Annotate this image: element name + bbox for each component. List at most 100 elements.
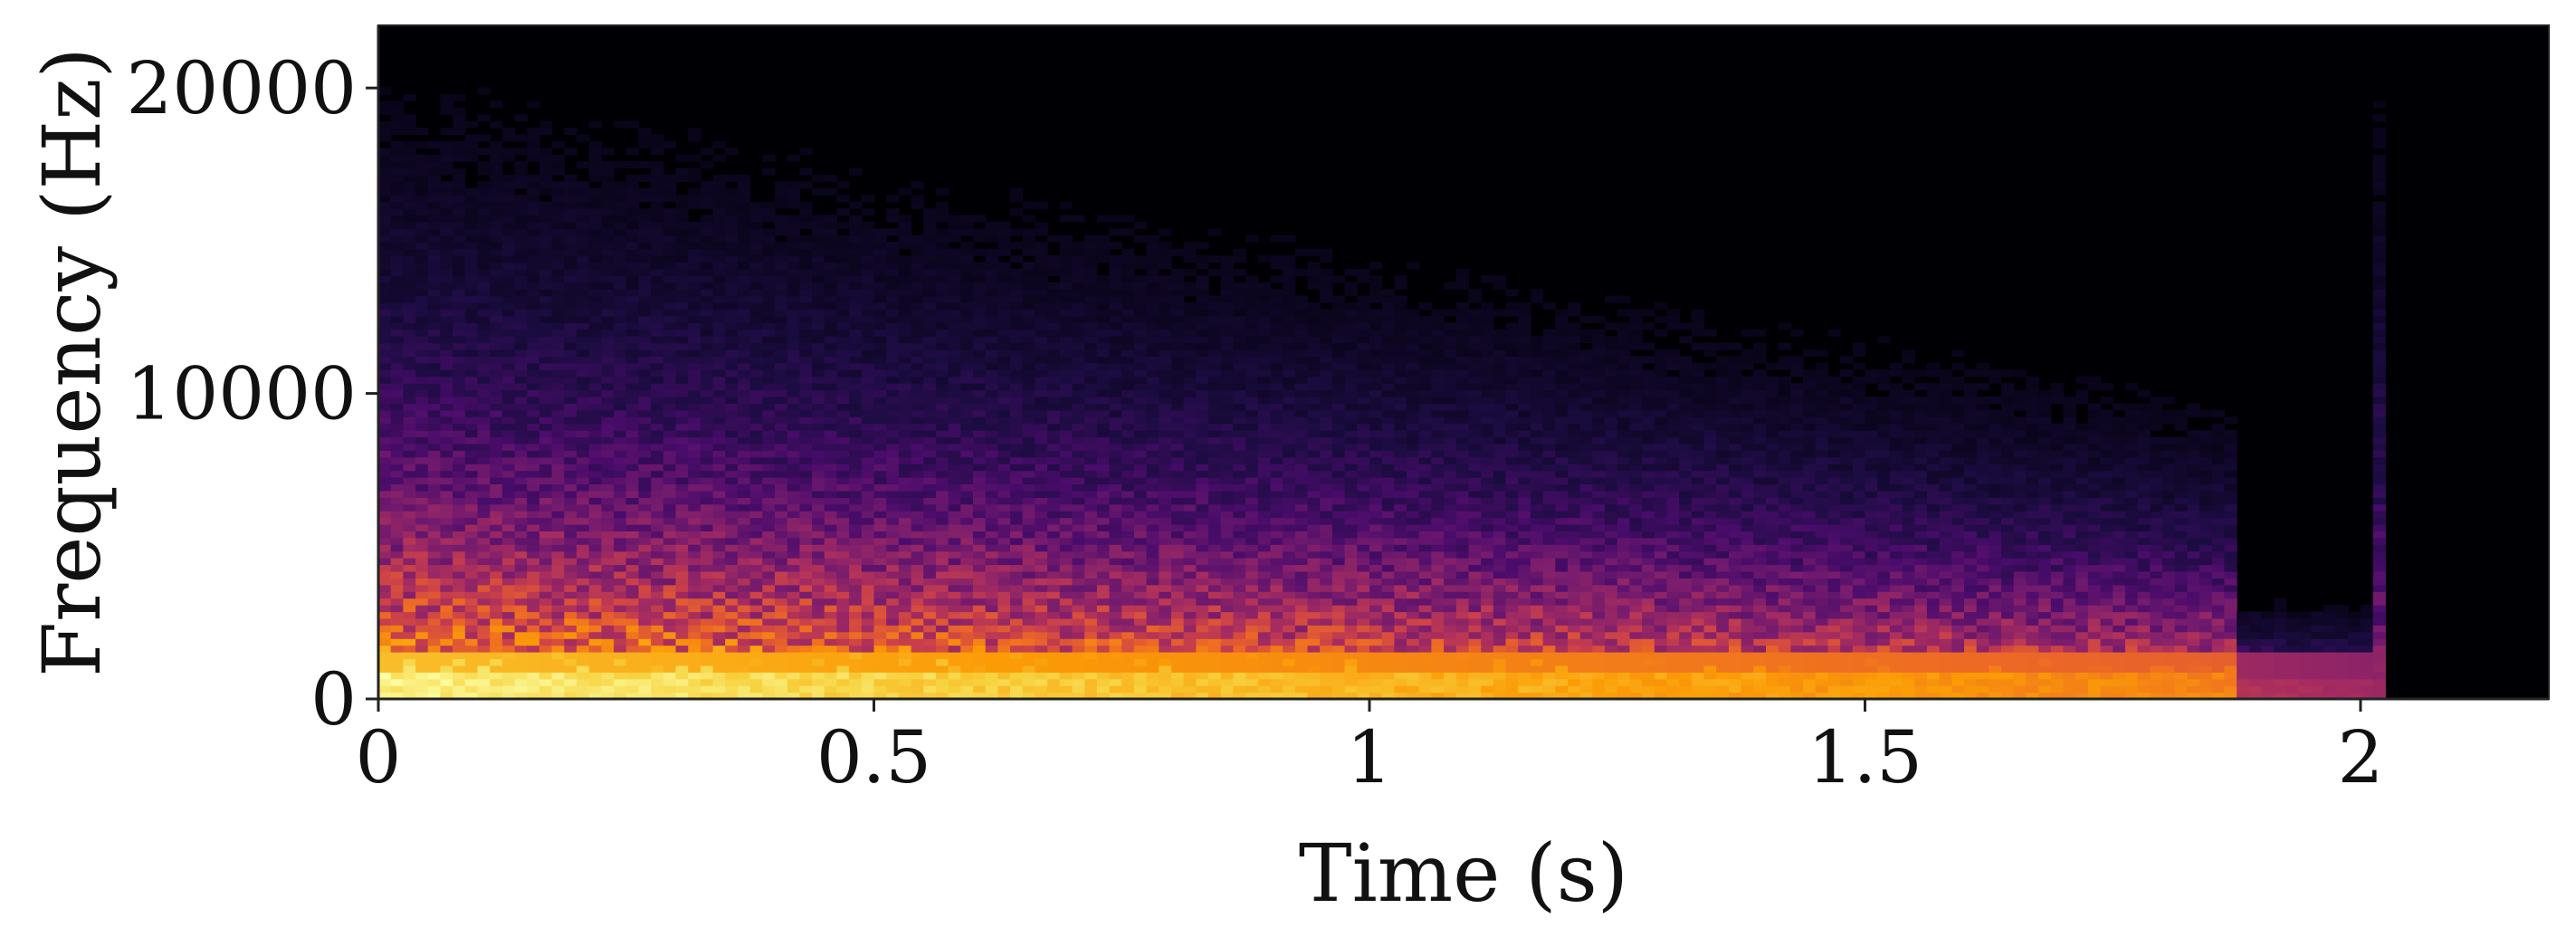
heatmap-cell xyxy=(725,558,739,566)
heatmap-cell xyxy=(477,87,491,95)
heatmap-cell xyxy=(1084,665,1098,673)
heatmap-cell xyxy=(527,524,540,531)
heatmap-cell xyxy=(651,242,664,250)
heatmap-cell xyxy=(737,208,751,216)
heatmap-cell xyxy=(898,591,912,599)
heatmap-cell xyxy=(812,511,825,519)
heatmap-cell xyxy=(415,167,429,176)
heatmap-cell xyxy=(588,409,602,417)
heatmap-cell xyxy=(539,268,553,276)
heatmap-cell xyxy=(775,598,788,606)
heatmap-cell xyxy=(427,397,441,404)
heatmap-cell xyxy=(1072,268,1085,276)
heatmap-cell xyxy=(527,436,540,445)
heatmap-cell xyxy=(712,571,726,579)
heatmap-cell xyxy=(527,490,540,498)
heatmap-cell xyxy=(501,517,516,525)
heatmap-cell xyxy=(403,423,416,431)
heatmap-cell xyxy=(390,416,404,425)
heatmap-cell xyxy=(700,678,714,686)
heatmap-cell xyxy=(415,631,429,639)
heatmap-cell xyxy=(663,450,677,458)
heatmap-cell xyxy=(675,598,689,606)
heatmap-cell xyxy=(601,262,615,270)
heatmap-cell xyxy=(638,558,652,566)
heatmap-cell xyxy=(490,403,503,411)
heatmap-cell xyxy=(1072,349,1085,357)
heatmap-cell xyxy=(923,389,937,397)
heatmap-cell xyxy=(749,322,763,330)
heatmap-cell xyxy=(762,409,776,417)
heatmap-cell xyxy=(403,120,416,129)
heatmap-cell xyxy=(911,685,924,694)
heatmap-cell xyxy=(403,436,416,445)
heatmap-cell xyxy=(464,658,479,666)
heatmap-cell xyxy=(651,309,664,317)
heatmap-cell xyxy=(390,436,404,445)
heatmap-cell xyxy=(1109,550,1122,559)
heatmap-cell xyxy=(688,544,701,552)
heatmap-cell xyxy=(527,302,540,310)
heatmap-cell xyxy=(973,571,987,579)
heatmap-cell xyxy=(577,262,590,270)
heatmap-cell xyxy=(527,322,540,330)
heatmap-cell xyxy=(539,356,553,364)
heatmap-cell xyxy=(638,140,652,148)
heatmap-cell xyxy=(577,571,590,579)
heatmap-cell xyxy=(1047,617,1061,626)
heatmap-cell xyxy=(588,302,602,310)
heatmap-cell xyxy=(514,605,528,613)
heatmap-cell xyxy=(973,430,987,438)
heatmap-cell xyxy=(886,584,900,592)
heatmap-cell xyxy=(935,329,949,337)
heatmap-cell xyxy=(1109,349,1122,357)
heatmap-cell xyxy=(1059,517,1073,525)
heatmap-cell xyxy=(762,531,776,539)
heatmap-cell xyxy=(1171,497,1185,505)
heatmap-cell xyxy=(1121,369,1135,378)
heatmap-cell xyxy=(688,295,701,303)
heatmap-cell xyxy=(700,262,714,270)
heatmap-cell xyxy=(514,537,528,545)
heatmap-cell xyxy=(997,389,1011,397)
heatmap-cell xyxy=(427,672,441,680)
heatmap-cell xyxy=(453,497,466,505)
heatmap-cell xyxy=(849,678,863,686)
heatmap-cell xyxy=(378,148,392,156)
heatmap-cell xyxy=(1133,645,1148,653)
heatmap-cell xyxy=(378,181,392,189)
heatmap-cell xyxy=(911,195,924,203)
heatmap-cell xyxy=(415,140,429,148)
heatmap-cell xyxy=(775,369,788,378)
heatmap-cell xyxy=(775,389,788,397)
heatmap-cell xyxy=(898,409,912,417)
heatmap-cell xyxy=(564,195,577,203)
heatmap-cell xyxy=(762,423,776,431)
heatmap-cell xyxy=(490,672,503,680)
heatmap-cell xyxy=(625,443,639,451)
heatmap-cell xyxy=(490,154,503,162)
heatmap-cell xyxy=(1146,456,1159,464)
heatmap-cell xyxy=(935,524,949,531)
heatmap-cell xyxy=(1035,652,1048,659)
heatmap-cell xyxy=(625,678,639,686)
heatmap-cell xyxy=(551,389,565,397)
heatmap-cell xyxy=(836,524,850,531)
heatmap-cell xyxy=(663,208,677,216)
heatmap-cell xyxy=(427,201,441,209)
heatmap-cell xyxy=(378,362,392,370)
heatmap-cell xyxy=(663,685,677,694)
heatmap-cell xyxy=(440,464,453,472)
heatmap-cell xyxy=(948,356,961,364)
heatmap-cell xyxy=(1047,658,1061,666)
heatmap-cell xyxy=(588,584,602,592)
heatmap-cell xyxy=(514,309,528,317)
heatmap-cell xyxy=(911,605,924,613)
heatmap-cell xyxy=(873,234,887,243)
heatmap-cell xyxy=(712,195,726,203)
heatmap-cell xyxy=(1010,282,1024,290)
heatmap-cell xyxy=(923,215,937,223)
heatmap-cell xyxy=(725,383,739,391)
heatmap-cell xyxy=(948,349,961,357)
heatmap-cell xyxy=(849,537,863,545)
